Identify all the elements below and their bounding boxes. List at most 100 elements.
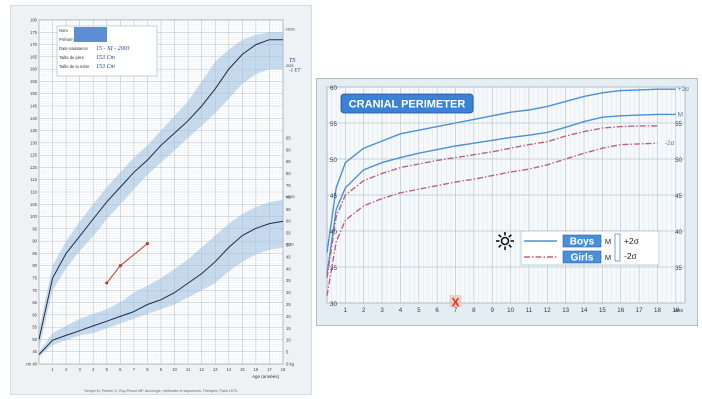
age-tick-label: 15 xyxy=(240,367,245,372)
height-tick-label: 70 xyxy=(32,288,37,293)
curve-label-minus-2-sigma: -2σ xyxy=(665,140,675,147)
band-labels: +2DS -2DS +2DS -2DS xyxy=(285,27,295,246)
sun-icon-core xyxy=(500,236,510,246)
x-tick-label: 8 xyxy=(472,307,476,314)
form-field-label: Date naissance xyxy=(59,46,89,51)
form-field-value: 153 Cm xyxy=(96,55,116,61)
age-tick-label: 4 xyxy=(92,367,95,372)
height-plus-2ds-label: +2DS xyxy=(285,27,295,31)
form-field-value: 153 Cm xyxy=(96,64,116,70)
weight-axis-bottom-label: 0 kg xyxy=(286,362,295,367)
legend-label-girls: Girls xyxy=(571,253,594,264)
height-tick-label: 50 xyxy=(32,337,37,342)
grid xyxy=(326,86,686,304)
sun-icon xyxy=(496,232,514,250)
x-tick-label: 13 xyxy=(562,307,569,314)
sun-icon-ray xyxy=(508,234,512,238)
age-tick-label: 7 xyxy=(133,367,136,372)
x-tick-label: 1 xyxy=(344,307,348,314)
weight-tick-label: 35 xyxy=(286,278,291,283)
boys-m-line xyxy=(326,113,676,275)
sun-icon-ray xyxy=(498,234,502,238)
age-tick-label: 14 xyxy=(226,367,231,372)
y-tick-label-right: 50 xyxy=(675,157,682,164)
age-axis-title: Age (années) xyxy=(252,374,280,379)
height-tick-label: 130 xyxy=(30,140,38,145)
legend: Boys M Girls M +2σ -2σ xyxy=(496,230,660,266)
weight-tick-label: 30 xyxy=(286,290,291,295)
height-tick-label: 175 xyxy=(30,30,38,35)
y-axis-labels: 60 55 50 45 40 35 30 xyxy=(330,85,337,308)
weight-tick-label: 20 xyxy=(286,314,291,319)
x-tick-label: 9 xyxy=(491,307,495,314)
age-tick-label: 8 xyxy=(146,367,149,372)
series-lines xyxy=(326,88,676,296)
age-axis-labels: 1 2 3 4 5 6 7 8 9 10 11 12 13 14 15 16 17 18 xyxy=(51,367,286,372)
weight-tick-label: 80 xyxy=(286,171,291,176)
age-tick-label: 10 xyxy=(172,367,177,372)
form-field-label: Nom xyxy=(59,28,68,33)
x-tick-label: 7 xyxy=(454,307,458,314)
weight-tick-label: 65 xyxy=(286,207,291,212)
x-tick-label: 5 xyxy=(417,307,421,314)
age-tick-label: 1 xyxy=(51,367,54,372)
x-tick-label: 14 xyxy=(581,307,588,314)
height-axis-bottom-label: cm 40 xyxy=(26,362,38,367)
y-axis-labels-right: 55 50 45 40 35 xyxy=(675,121,682,272)
height-tick-label: 80 xyxy=(32,263,37,268)
age-tick-label: 16 xyxy=(254,367,259,372)
height-tick-label: 45 xyxy=(32,349,37,354)
y-tick-label-left: 60 xyxy=(330,85,337,92)
x-axis-unit-label: ans xyxy=(674,308,683,314)
x-tick-label: 12 xyxy=(544,307,551,314)
form-field-label: Taille du père xyxy=(59,55,85,60)
girls-2--line xyxy=(326,142,658,296)
cranial-perimeter-panel: 60 55 50 45 40 35 30 55 50 45 40 35 1 2 3 4 5 6 7 8 9 10 11 12 1… xyxy=(316,78,698,326)
patient-height-point xyxy=(105,281,109,285)
y-tick-label-left: 50 xyxy=(330,157,337,164)
title-text: CRANIAL PERIMETER xyxy=(349,99,466,111)
age-tick-label: 12 xyxy=(199,367,204,372)
height-tick-label: 85 xyxy=(32,251,37,256)
age-tick-label: 17 xyxy=(267,367,272,372)
age-tick-label: 18 xyxy=(281,367,286,372)
curve-labels: +2σ M -2σ xyxy=(665,86,689,147)
height-minus-2ds-label: -2DS xyxy=(285,64,294,68)
x-tick-label: 17 xyxy=(636,307,643,314)
y-tick-label-left: 55 xyxy=(330,121,337,128)
weight-tick-label: 90 xyxy=(286,147,291,152)
height-tick-label: 105 xyxy=(30,202,38,207)
age-tick-label: 6 xyxy=(119,367,122,372)
weight-tick-label: 15 xyxy=(286,326,291,331)
weight-mean-line xyxy=(38,220,284,355)
height-tick-label: 145 xyxy=(30,104,38,109)
curve-label-plus-2-sigma: +2σ xyxy=(678,86,689,93)
x-axis-labels: 1 2 3 4 5 6 7 8 9 10 11 12 13 14 15 16 17 18 19 xyxy=(344,307,680,314)
legend-mean-label: M xyxy=(605,253,611,262)
et-annotation: -1 ET xyxy=(289,69,301,74)
height-tick-label: 150 xyxy=(30,91,38,96)
height-tick-label: 165 xyxy=(30,54,38,59)
form-field-label: Taille de la mère xyxy=(59,64,90,69)
weight-axis-labels: 95 90 85 80 75 70 65 60 55 50 45 40 35 30 25 20 15 10 5 0 k… xyxy=(286,135,295,366)
y-tick-label-right: 35 xyxy=(675,265,682,272)
y-tick-label-right: 45 xyxy=(675,193,682,200)
legend-minus-2-sigma-label: -2σ xyxy=(624,251,638,261)
y-tick-label-left: 30 xyxy=(330,301,337,308)
legend-bracket xyxy=(614,233,621,262)
chart-footer: Sempé M, Pédron G, Roy-Pernot MP. Auxolo… xyxy=(84,389,237,393)
age-tick-label: 5 xyxy=(106,367,109,372)
form-field-label: Prénom xyxy=(59,37,74,42)
height-tick-label: 100 xyxy=(30,214,38,219)
height-tick-label: 110 xyxy=(30,190,37,195)
height-tick-label: 115 xyxy=(30,177,37,182)
weight-tick-label: 70 xyxy=(286,195,291,200)
height-tick-label: 140 xyxy=(30,116,38,121)
name-redaction xyxy=(74,27,107,42)
chart-title: CRANIAL PERIMETER xyxy=(340,93,474,114)
x-tick-label: 18 xyxy=(654,307,661,314)
legend-label-box xyxy=(562,234,602,248)
weight-tick-label: 45 xyxy=(286,254,291,259)
height-tick-label: 90 xyxy=(32,239,37,244)
